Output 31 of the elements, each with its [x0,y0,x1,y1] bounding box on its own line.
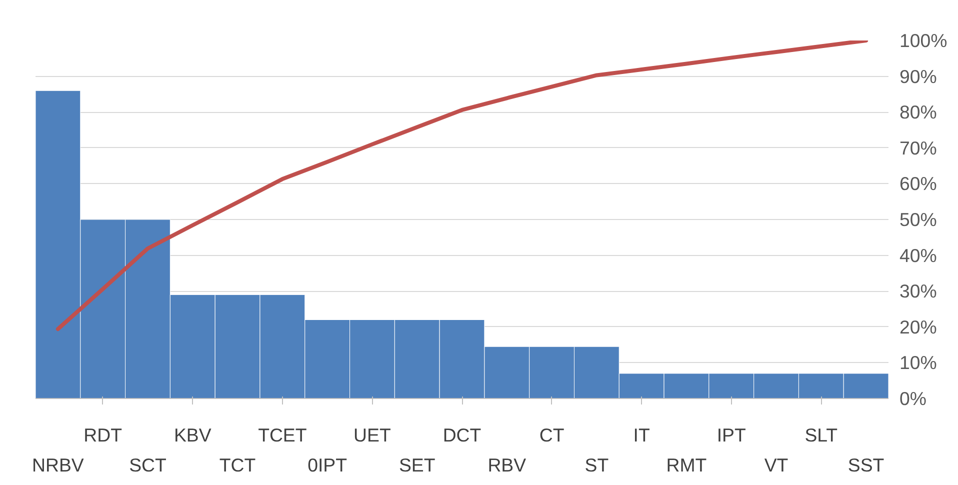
y-tick-label: 60% [900,173,937,194]
y-tick-label: 30% [900,280,937,302]
y-tick-label: 40% [900,244,937,266]
x-tick-label: CT [539,424,564,446]
x-tick-label: TCT [219,454,256,476]
x-tick-label: VT [764,454,788,476]
y-tick-label: 0% [900,388,926,409]
x-tick-label: DCT [442,424,482,446]
y-tick-label: 80% [900,102,937,123]
x-tick-label: UET [354,424,391,446]
x-tick-label: RDT [84,424,122,446]
line-series [56,40,868,332]
x-tick-label: NRBV [32,454,84,476]
x-tick-label: RBV [488,454,527,476]
y-tick-label: 70% [900,137,937,158]
x-tick-label: IT [633,424,650,446]
x-tick-label: RMT [666,454,707,476]
x-tick-label: SST [848,454,884,476]
x-tick-label: IPT [716,424,746,446]
y-tick-label: 50% [900,209,937,230]
x-tick-label: 0IPT [308,454,348,476]
y-tick-label: 90% [900,66,937,87]
y-tick-label: 100% [900,30,948,51]
x-tick-label: TCET [258,424,307,446]
y-tick-label: 10% [900,352,937,374]
x-tick-label: SLT [804,424,838,446]
x-tick-label: SET [398,454,436,476]
x-tick-label: SCT [129,454,166,476]
x-tick-label: KBV [174,424,212,446]
x-tick-label: ST [584,454,609,476]
y-tick-label: 20% [900,316,937,338]
